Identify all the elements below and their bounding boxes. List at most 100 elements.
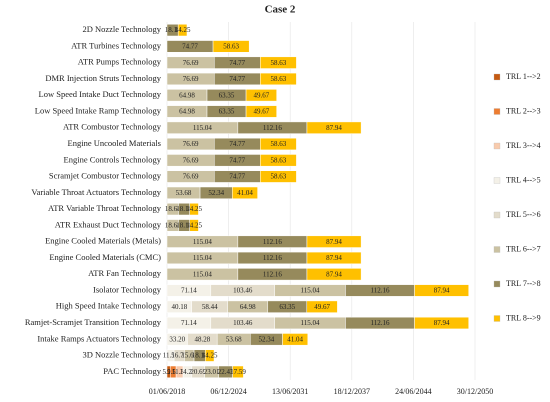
data-label: 14.25 xyxy=(186,222,202,230)
legend-swatch xyxy=(493,73,501,81)
data-label: 52.34 xyxy=(259,335,275,343)
bar-segment xyxy=(245,105,277,118)
row-label: ATR Variable Throat Technology xyxy=(48,203,162,213)
legend-label: TRL 7-->8 xyxy=(506,279,541,288)
data-label: 58.63 xyxy=(270,156,286,164)
legend-swatch xyxy=(493,177,501,184)
data-label: 74.77 xyxy=(229,59,245,67)
legend-label: TRL 2-->3 xyxy=(506,106,541,115)
row-label: 3D Nozzle Technology xyxy=(82,350,161,360)
data-label: 63.35 xyxy=(279,303,295,311)
data-label: 49.67 xyxy=(253,108,269,116)
data-label: 40.18 xyxy=(172,303,188,311)
data-label: 49.67 xyxy=(253,91,269,99)
legend-label: TRL 6-->7 xyxy=(506,244,541,253)
data-label: 18.18 xyxy=(165,26,181,34)
x-tick-label: 30/12/2050 xyxy=(457,387,493,396)
chart-title: Case 2 xyxy=(265,4,296,16)
data-label: 64.98 xyxy=(179,91,195,99)
data-label: 103.46 xyxy=(233,287,253,295)
data-label: 76.69 xyxy=(183,75,199,83)
data-label: 53.68 xyxy=(176,189,192,197)
x-tick-label: 18/12/2037 xyxy=(334,387,370,396)
bar-segment xyxy=(414,284,469,297)
row-label: ATR Combustor Technology xyxy=(63,122,162,132)
data-label: 18.64 xyxy=(165,222,181,230)
data-label: 112.16 xyxy=(370,319,389,327)
row-label: ATR Turbines Technology xyxy=(71,40,162,50)
legend-swatch xyxy=(493,246,501,253)
data-label: 115.04 xyxy=(300,287,319,295)
bar-segment xyxy=(306,235,362,248)
data-label: 14.25 xyxy=(186,205,202,213)
bar-segment xyxy=(260,154,297,167)
data-label: 14.23 xyxy=(180,368,196,376)
bar-segment xyxy=(232,186,258,199)
row-label: 2D Nozzle Technology xyxy=(82,24,161,34)
row-label: Engine Controls Technology xyxy=(64,154,162,164)
data-label: 112.16 xyxy=(370,287,389,295)
bar-segment xyxy=(177,24,188,37)
data-label: 71.14 xyxy=(181,287,197,295)
data-label: 87.94 xyxy=(326,270,342,278)
row-label: ATR Pumps Technology xyxy=(78,57,162,67)
data-label: 15.64 xyxy=(181,352,197,360)
row-label: Engine Cooled Materials (Metals) xyxy=(45,236,161,246)
data-label: 74.77 xyxy=(229,140,245,148)
data-label: 18.18 xyxy=(176,205,192,213)
legend-label: TRL 8-->9 xyxy=(506,313,541,322)
data-label: 74.77 xyxy=(229,156,245,164)
x-tick-label: 13/06/2031 xyxy=(272,387,308,396)
data-label: 76.69 xyxy=(183,140,199,148)
data-label: 64.98 xyxy=(240,303,256,311)
data-label: 76.69 xyxy=(183,156,199,164)
data-label: 112.16 xyxy=(263,270,282,278)
data-label: 63.35 xyxy=(219,108,235,116)
data-label: 9.53 xyxy=(167,368,180,376)
data-label: 74.77 xyxy=(229,75,245,83)
data-label: 87.94 xyxy=(326,124,342,132)
data-label: 52.34 xyxy=(208,189,224,197)
data-label: 53.68 xyxy=(226,335,242,343)
data-label: 115.04 xyxy=(193,254,212,262)
row-label: High Speed Intake Technology xyxy=(56,301,162,311)
data-label: 41.04 xyxy=(237,189,253,197)
legend-swatch xyxy=(493,142,501,150)
row-label: ATR Exhaust Duct Technology xyxy=(55,219,162,229)
legend-label: TRL 4-->5 xyxy=(506,175,541,184)
bar-segment xyxy=(205,349,215,362)
row-label: Low Speed Intake Duct Technology xyxy=(39,89,162,99)
data-label: 14.25 xyxy=(202,352,218,360)
row-label: Intake Ramps Actuators Technology xyxy=(37,333,161,343)
data-label: 64.98 xyxy=(179,108,195,116)
legend-label: TRL 1-->2 xyxy=(506,72,541,81)
data-label: 112.16 xyxy=(263,124,282,132)
row-label: PAC Technology xyxy=(103,366,161,376)
bar-segment xyxy=(260,170,297,183)
data-label: 76.69 xyxy=(183,59,199,67)
data-label: 5.24 xyxy=(162,368,175,376)
bar-segment xyxy=(306,268,362,281)
data-label: 115.04 xyxy=(193,238,212,246)
bar-segment xyxy=(189,203,199,216)
data-label: 115.04 xyxy=(193,270,212,278)
legend-swatch xyxy=(493,280,501,288)
data-label: 87.94 xyxy=(434,287,450,295)
bar-segment xyxy=(306,251,362,265)
data-label: 48.28 xyxy=(194,335,210,343)
bar-segment xyxy=(260,72,297,86)
row-label: Isolator Technology xyxy=(93,284,162,294)
data-label: 115.04 xyxy=(300,319,319,327)
legend-label: TRL 5-->6 xyxy=(506,210,541,219)
bar-segment xyxy=(414,316,469,330)
row-label: DMR Injection Struts Technology xyxy=(45,73,161,83)
data-label: 112.16 xyxy=(263,238,282,246)
legend-swatch xyxy=(493,108,501,115)
row-label: Variable Throat Actuators Technology xyxy=(31,187,161,197)
data-label: 18.18 xyxy=(176,222,192,230)
bar-segment xyxy=(245,89,277,102)
data-label: 58.63 xyxy=(270,140,286,148)
data-label: 33.20 xyxy=(169,335,185,343)
data-label: 16.77 xyxy=(171,352,187,360)
